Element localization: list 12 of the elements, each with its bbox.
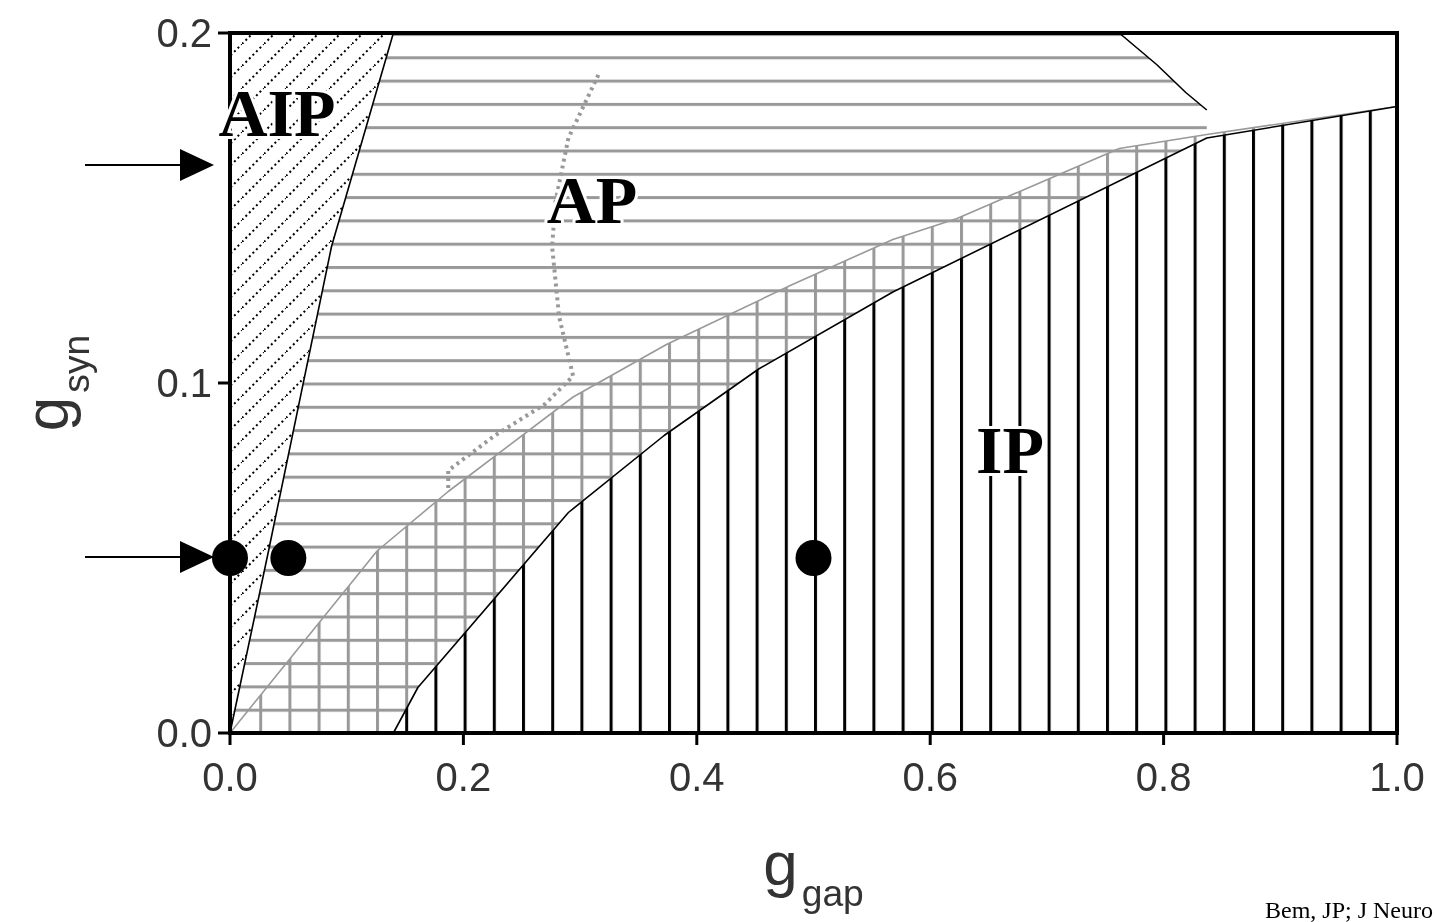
annotation: AP [546, 162, 638, 238]
x-tick-label: 0.0 [202, 755, 258, 799]
text: Bem, JP; J Neuro [1265, 897, 1433, 922]
x-tick-label: 0.2 [435, 755, 492, 799]
y-tick-label: 0.0 [156, 711, 212, 755]
x-tick-label: 0.6 [902, 755, 958, 799]
y-tick-label: 0.2 [156, 11, 212, 55]
y-tick-label: 0.1 [156, 361, 212, 405]
x-tick-label: 1.0 [1369, 755, 1425, 799]
x-tick-label: 0.4 [669, 755, 725, 799]
x-axis-title: g$_{gap}$ [763, 829, 864, 914]
x-tick-label: 0.8 [1135, 755, 1192, 799]
